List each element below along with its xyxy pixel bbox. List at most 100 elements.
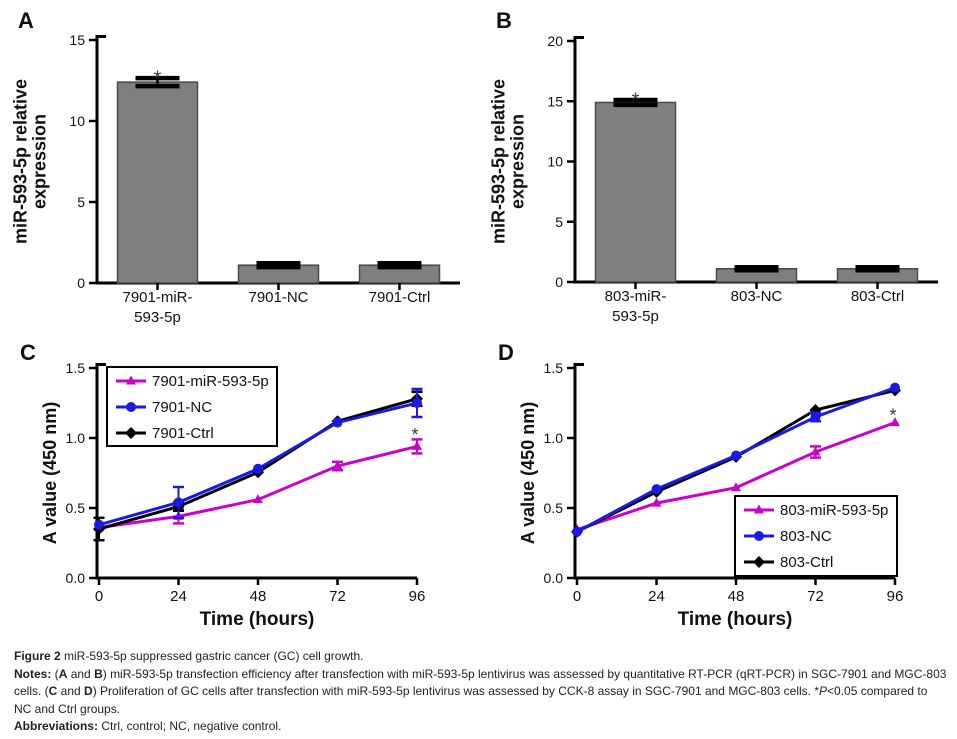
caption-run: miR-593-5p suppressed gastric cancer (GC… [60, 649, 364, 663]
y-tick-label: 0.5 [544, 500, 564, 516]
data-point-marker [332, 417, 343, 428]
category-label: 803-NC [731, 288, 783, 305]
category-label: 7901-Ctrl [369, 289, 431, 306]
y-axis-title: A value (450 nm) [518, 402, 538, 544]
caption-run: and [67, 666, 95, 681]
line-chart-sgc7901-proliferation: 0.0 0.5 1.0 1.5 A value (450 nm) 0 24 48 72 96 Tim… [40, 360, 426, 630]
y-tick-label: 1.0 [66, 430, 86, 446]
data-point-marker [810, 446, 821, 456]
category-label: 7901-NC [248, 289, 308, 306]
x-tick-label: 48 [728, 588, 745, 605]
data-point-marker [890, 417, 900, 427]
data-point-marker [126, 402, 136, 412]
x-tick-label: 96 [409, 588, 426, 605]
x-tick-label: 0 [95, 588, 103, 605]
caption-run: C [48, 684, 58, 698]
data-point-marker [253, 494, 263, 504]
panel-b: B 0 5 10 15 20 miR-593-5p relativeexpression 8… [478, 0, 957, 330]
y-tick-label: 20 [547, 33, 563, 49]
panel-c-letter: C [20, 340, 36, 365]
y-tick-label: 10 [69, 113, 85, 129]
data-point-marker [412, 440, 422, 450]
legend-label: 7901-Ctrl [152, 425, 214, 442]
y-axis-title: miR-593-5p relativeexpression [11, 79, 50, 244]
caption-run: A [58, 666, 68, 681]
legend-label: 7901-miR-593-5p [152, 373, 269, 390]
y-tick-label: 1.0 [544, 430, 564, 446]
data-point-marker [173, 497, 184, 508]
line-chart-mgc803-proliferation: 0.0 0.5 1.0 1.5 A value (450 nm) 0 24 48 72 96 Tim… [518, 360, 904, 630]
panel-a-letter: A [18, 8, 34, 33]
caption-run: <0.05 compared to NC and Ctrl groups. [14, 684, 928, 716]
y-tick-label: 1.5 [66, 360, 86, 376]
y-tick-label: 5 [77, 194, 85, 210]
caption-run: Figure 2 [14, 649, 61, 663]
caption-run: Abbreviations: [14, 719, 99, 733]
significance-star: * [411, 425, 418, 445]
panel-d: D 0.0 0.5 1.0 1.5 A value (450 nm) 0 24 48 72 96 T… [478, 330, 957, 645]
category-label: 593-5p [134, 309, 181, 326]
caption-abbreviations: Abbreviations: Ctrl, control; NC, negati… [14, 718, 947, 736]
panel-a: A 0 5 10 15 miR-593-5p relativeexpression 790… [0, 0, 478, 330]
bar-chart-sgc7901-expression: 0 5 10 15 miR-593-5p relativeexpression 7901-… [11, 32, 460, 326]
x-tick-label: 24 [648, 588, 665, 605]
data-point-marker [651, 497, 662, 507]
caption-run: B [94, 666, 103, 681]
y-tick-label: 10 [547, 154, 563, 170]
y-tick-label: 15 [547, 93, 563, 109]
legend-label: 803-Ctrl [780, 554, 833, 571]
data-point-marker [753, 556, 765, 568]
caption-run: D [84, 684, 93, 698]
x-tick-label: 0 [573, 588, 581, 605]
caption-run: ) Proliferation of GC cells after transf… [92, 684, 820, 698]
data-point-marker [651, 484, 662, 495]
bar-chart-mgc803-expression: 0 5 10 15 20 miR-593-5p relativeexpression 803… [489, 33, 938, 325]
category-label: 803-Ctrl [851, 288, 904, 305]
y-tick-label: 15 [69, 32, 85, 48]
caption-run: Ctrl, control; NC, negative control. [98, 719, 282, 733]
caption-notes: Notes: (A and B) miR-593-5p transfection… [14, 666, 947, 719]
significance-star: * [632, 90, 640, 112]
data-point-marker [810, 412, 821, 422]
category-label: 593-5p [612, 308, 659, 325]
data-point-marker [126, 375, 136, 385]
significance-star: * [889, 405, 896, 425]
legend-label: 7901-NC [152, 399, 212, 416]
y-tick-label: 0.0 [544, 570, 564, 586]
data-point-marker [412, 398, 422, 408]
x-tick-label: 96 [887, 588, 904, 605]
panel-c: C 0.0 0.5 1.0 1.5 A value (450 nm) 0 24 48 72 96 T… [0, 330, 478, 645]
x-tick-label: 72 [807, 588, 824, 605]
data-point-marker [731, 482, 741, 492]
legend-label: 803-NC [780, 528, 832, 545]
data-point-marker [754, 531, 764, 541]
y-tick-label: 1.5 [544, 360, 564, 376]
caption-run: ( [51, 666, 59, 681]
x-axis-title: Time (hours) [200, 609, 315, 630]
y-tick-label: 5 [555, 214, 563, 230]
caption-run: and [57, 684, 85, 698]
caption-run: P [819, 684, 828, 698]
x-tick-label: 48 [250, 588, 267, 605]
data-point-marker [890, 382, 900, 393]
y-tick-label: 0 [77, 275, 85, 291]
data-point-marker [572, 526, 582, 537]
panel-b-letter: B [496, 8, 512, 33]
y-axis-title: A value (450 nm) [40, 402, 60, 544]
category-label: 7901-miR- [122, 289, 192, 306]
data-point-marker [94, 519, 104, 530]
y-tick-label: 0.0 [66, 570, 86, 586]
y-tick-label: 0 [555, 274, 563, 290]
x-tick-label: 72 [329, 588, 346, 605]
caption-run: ) miR-593-5p transfection efficiency aft… [14, 666, 947, 699]
data-point-marker [332, 460, 343, 470]
data-point-marker [731, 450, 741, 461]
x-tick-label: 24 [170, 588, 187, 605]
bar [594, 101, 677, 283]
legend-label: 803-miR-593-5p [780, 502, 888, 519]
data-point-marker [125, 427, 137, 439]
data-point-marker [754, 504, 764, 514]
caption-run: Notes: [14, 666, 52, 681]
data-point-marker [253, 463, 263, 474]
